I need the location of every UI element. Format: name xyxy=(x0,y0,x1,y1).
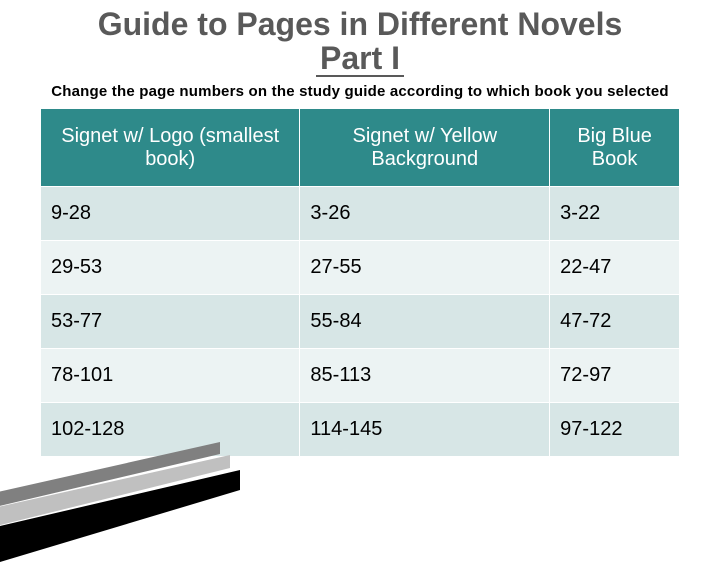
table-row: 9-28 3-26 3-22 xyxy=(41,187,680,241)
table-header-row: Signet w/ Logo (smallest book) Signet w/… xyxy=(41,109,680,187)
title-line2: Part I xyxy=(316,42,404,78)
table-cell: 85-113 xyxy=(300,349,550,403)
table-cell: 47-72 xyxy=(550,295,680,349)
table-cell: 3-22 xyxy=(550,187,680,241)
table-cell: 114-145 xyxy=(300,403,550,457)
table-row: 53-77 55-84 47-72 xyxy=(41,295,680,349)
title-line1: Guide to Pages in Different Novels xyxy=(98,6,623,42)
col-header-signet-yellow: Signet w/ Yellow Background xyxy=(300,109,550,187)
col-header-big-blue: Big Blue Book xyxy=(550,109,680,187)
subtitle: Change the page numbers on the study gui… xyxy=(0,83,720,100)
table-cell: 9-28 xyxy=(41,187,300,241)
col-header-signet-logo: Signet w/ Logo (smallest book) xyxy=(41,109,300,187)
table-row: 78-101 85-113 72-97 xyxy=(41,349,680,403)
table-cell: 55-84 xyxy=(300,295,550,349)
table-cell: 72-97 xyxy=(550,349,680,403)
table-cell: 97-122 xyxy=(550,403,680,457)
table-cell: 78-101 xyxy=(41,349,300,403)
table-cell: 53-77 xyxy=(41,295,300,349)
table-cell: 22-47 xyxy=(550,241,680,295)
page-title: Guide to Pages in Different Novels Part … xyxy=(0,0,720,77)
table-cell: 27-55 xyxy=(300,241,550,295)
corner-accent-graphic xyxy=(0,400,260,580)
table-row: 29-53 27-55 22-47 xyxy=(41,241,680,295)
table-cell: 29-53 xyxy=(41,241,300,295)
table-cell: 3-26 xyxy=(300,187,550,241)
